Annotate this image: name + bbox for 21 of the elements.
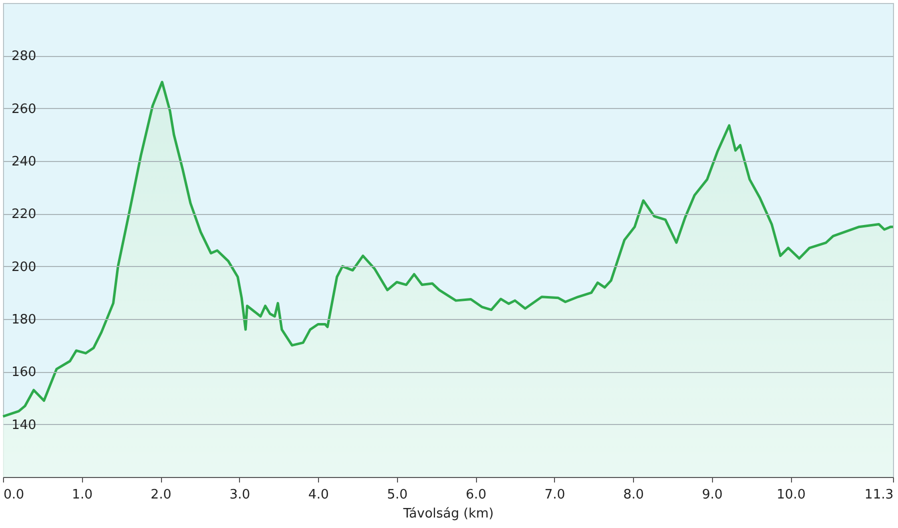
x-tick-label: 5.0 (386, 488, 408, 502)
x-tick-label: 6.0 (466, 488, 486, 502)
x-tick-label: 4.0 (308, 488, 329, 502)
y-tick-label: 280 (12, 49, 36, 64)
y-tick-label: 200 (12, 260, 36, 275)
y-tick-label: 260 (12, 102, 36, 117)
x-tick-label: 11.3 (864, 488, 894, 502)
y-tick-label: 240 (12, 154, 36, 170)
x-axis-title: Távolság (km) (402, 506, 494, 522)
x-tick-label: 2.0 (150, 488, 172, 502)
x-tick-label: 7.0 (544, 488, 566, 502)
y-tick-label: 220 (12, 207, 36, 222)
x-tick-label: 0.0 (4, 488, 24, 502)
x-tick-label: 10.0 (776, 488, 806, 502)
y-tick-label: 160 (12, 365, 36, 380)
y-tick-label: 140 (12, 418, 36, 433)
x-tick-label: 8.0 (623, 488, 644, 502)
x-tick-label: 9.0 (702, 488, 723, 502)
y-tick-label: 180 (12, 312, 36, 328)
x-tick-label: 1.0 (72, 488, 93, 502)
x-tick-label: 3.0 (229, 488, 250, 502)
